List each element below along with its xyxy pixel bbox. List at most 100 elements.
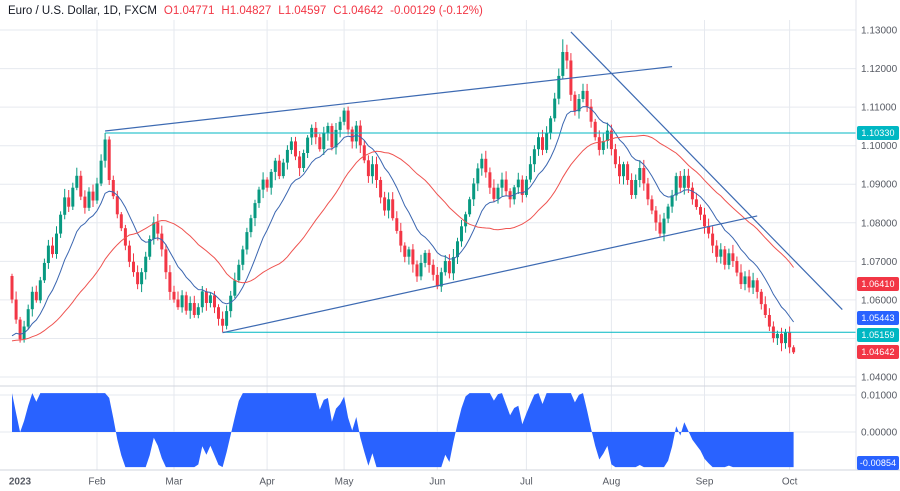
candle-body — [711, 233, 715, 246]
candle-body — [34, 291, 38, 301]
candle-body — [298, 156, 302, 169]
candle-body — [338, 121, 342, 130]
price-axis-label: 1.04000 — [861, 373, 898, 384]
candle-body — [443, 261, 447, 273]
candle-body — [739, 272, 743, 285]
candle-body — [573, 94, 577, 112]
candle-body — [775, 333, 779, 339]
symbol-title[interactable]: Euro / U.S. Dollar, 1D, FXCM — [8, 5, 157, 17]
candle-body — [788, 332, 792, 348]
candle-body — [79, 175, 83, 197]
trend-line[interactable] — [105, 66, 673, 132]
price-axis-label: 1.12000 — [861, 64, 898, 75]
candle-body — [460, 226, 463, 242]
candle-body — [67, 197, 71, 207]
candle-body — [83, 196, 87, 208]
candle-body — [484, 158, 488, 173]
candle-body — [334, 129, 338, 148]
candle-body — [342, 110, 346, 122]
candle-body — [415, 264, 419, 277]
candle-body — [136, 272, 140, 285]
candle-body — [91, 191, 95, 201]
candle-body — [678, 176, 682, 188]
candle-body — [148, 239, 152, 257]
ohlc-low: L1.04597 — [278, 5, 327, 17]
candle-body — [508, 191, 512, 200]
candle-body — [411, 249, 415, 265]
trend-line[interactable] — [222, 215, 758, 334]
candle-body — [557, 75, 561, 99]
candle-body — [322, 133, 326, 150]
candle-body — [654, 210, 658, 223]
candle-body — [281, 162, 285, 177]
candle-body — [613, 149, 617, 165]
candle-body — [516, 179, 520, 188]
candle-body — [686, 175, 690, 188]
candle-body — [14, 299, 18, 320]
ma-fast-line[interactable] — [11, 106, 795, 337]
ohlc-open: O1.04771 — [163, 5, 215, 17]
oscillator-area[interactable] — [12, 393, 794, 468]
candle-body — [690, 187, 694, 200]
time-axis-month-label: Apr — [259, 477, 275, 488]
candle-body — [375, 164, 378, 180]
price-axis-label: 1.05000 — [861, 334, 898, 345]
candle-body — [95, 183, 99, 201]
candle-body — [707, 226, 711, 234]
candle-body — [71, 187, 75, 207]
ohlc-close: C1.04642 — [333, 5, 384, 17]
candle-body — [350, 129, 354, 142]
candle-body — [642, 168, 646, 184]
candle-body — [168, 272, 172, 292]
price-axis[interactable]: 1.13000 1.12000 1.11000 1.10000 1.09000 1.080… — [861, 26, 898, 439]
candle-body — [156, 222, 160, 234]
ohlc-high: H1.04827 — [221, 5, 272, 17]
candle-body — [132, 261, 135, 273]
candle-body — [767, 315, 771, 327]
candle-body — [597, 137, 601, 150]
candle-body — [670, 195, 674, 207]
candle-body — [658, 222, 662, 234]
candle-body — [650, 199, 654, 211]
candle-body — [172, 291, 176, 300]
candle-body — [318, 137, 322, 150]
candle-body — [200, 291, 204, 308]
candle-body — [407, 249, 411, 257]
candle-body — [294, 141, 297, 157]
candle-body — [638, 168, 642, 180]
candle-body — [666, 206, 670, 219]
candle-body — [488, 172, 492, 188]
time-axis-month-label: Aug — [603, 477, 621, 488]
candle-body — [630, 180, 634, 195]
candle-body — [682, 175, 686, 188]
candle-body — [735, 261, 739, 273]
candle-body — [674, 176, 678, 196]
candle-body — [233, 280, 237, 296]
candle-body — [601, 141, 605, 150]
candle-body — [528, 164, 532, 180]
candle-body — [253, 203, 257, 219]
ma-slow-line[interactable] — [11, 134, 794, 342]
candle-body — [269, 171, 273, 188]
candle-body — [115, 196, 119, 215]
trend-line[interactable] — [570, 31, 843, 311]
candle-body — [387, 199, 391, 211]
candle-body — [577, 99, 581, 112]
candle-body — [213, 295, 216, 308]
candle-body — [42, 262, 46, 281]
candle-body — [792, 347, 796, 353]
candle-body — [103, 139, 107, 161]
candle-body — [261, 179, 265, 190]
candle-body — [447, 261, 451, 274]
candle-body — [391, 199, 395, 219]
price-axis-label: 1.06000 — [861, 295, 898, 306]
time-axis-month-label: Oct — [782, 477, 798, 488]
candle-body — [537, 137, 540, 150]
time-axis-month-label: Feb — [88, 477, 106, 488]
candle-body — [439, 272, 443, 287]
candle-body — [285, 149, 289, 163]
candle-body — [245, 232, 249, 250]
time-axis[interactable]: 2023 Feb Mar Apr May Jun Jul Aug Sep Oct — [9, 477, 798, 488]
